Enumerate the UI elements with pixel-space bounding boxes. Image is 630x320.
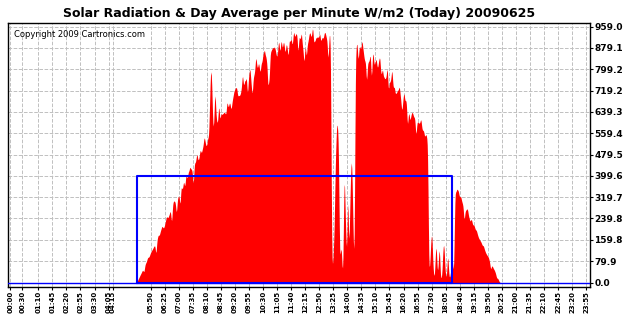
Title: Solar Radiation & Day Average per Minute W/m2 (Today) 20090625: Solar Radiation & Day Average per Minute… [63,7,536,20]
Text: Copyright 2009 Cartronics.com: Copyright 2009 Cartronics.com [14,30,145,39]
